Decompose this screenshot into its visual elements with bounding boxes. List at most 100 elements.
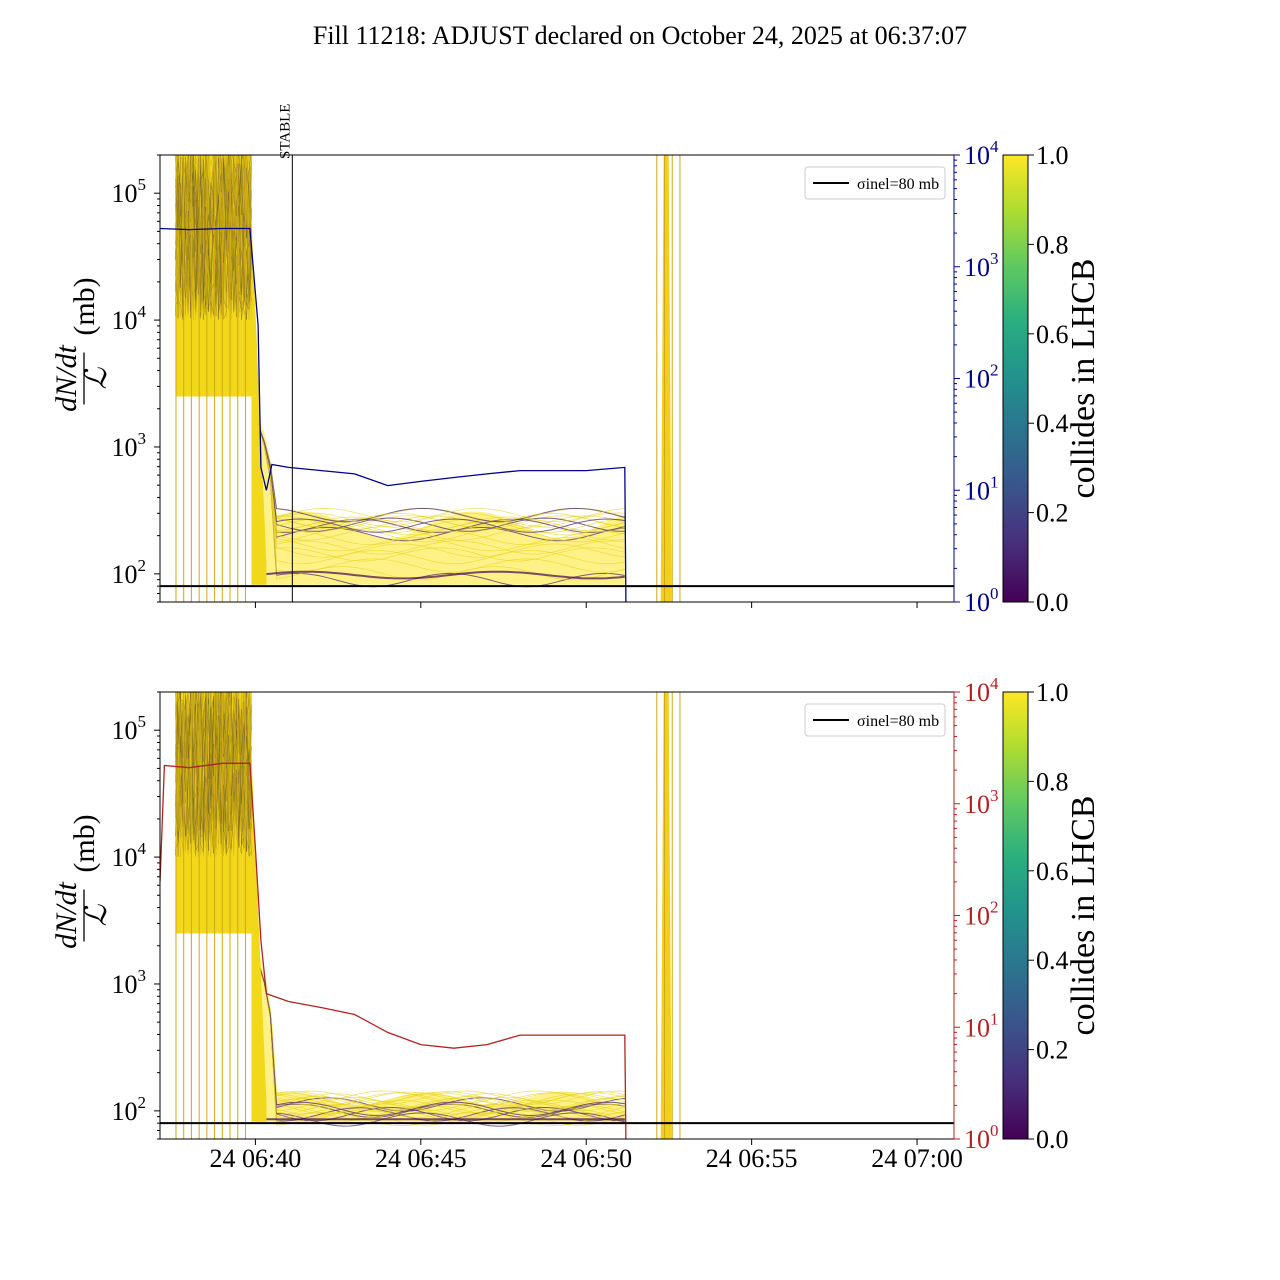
post-dump-spike bbox=[660, 692, 672, 1139]
bunch-trace bbox=[257, 424, 625, 562]
legend-box bbox=[804, 703, 946, 737]
stable-marker-label: STABLE bbox=[277, 104, 293, 159]
pre-adjust-trace bbox=[175, 692, 252, 857]
bunch-trace bbox=[257, 424, 625, 533]
pre-adjust-trace bbox=[175, 692, 252, 849]
right-tick-label: 100 bbox=[964, 584, 999, 617]
luminosity-series bbox=[160, 227, 627, 602]
bunch-rate-band bbox=[258, 414, 625, 585]
pre-adjust-trace bbox=[175, 692, 252, 856]
bunch-trace bbox=[257, 961, 625, 1107]
left-tick-label: 102 bbox=[112, 556, 147, 589]
plot-area bbox=[160, 692, 954, 1139]
plot-area bbox=[160, 155, 954, 602]
pre-adjust-trace bbox=[175, 155, 252, 317]
legend-entry: σinel=80 mb bbox=[857, 713, 939, 730]
x-tick-label: 24 06:50 bbox=[540, 1144, 632, 1173]
left-tick-label: 103 bbox=[112, 966, 147, 999]
x-tick-label: 24 06:55 bbox=[706, 1144, 798, 1173]
y-label-numerator: dN/dt bbox=[50, 881, 83, 948]
left-tick-label: 102 bbox=[112, 1093, 147, 1126]
colorbar-tick-label: 0.4 bbox=[1036, 409, 1069, 438]
bottom-panel: 102 103 104 105 100 101 102 103 104 24 06:40 24 06… bbox=[50, 674, 1102, 1173]
bunch-trace bbox=[257, 961, 625, 1105]
pre-adjust-trace bbox=[175, 155, 252, 321]
bunch-trace bbox=[257, 424, 625, 565]
bunch-trace bbox=[257, 961, 625, 1111]
bunch-trace bbox=[257, 961, 625, 1107]
bunch-trace bbox=[257, 961, 625, 1117]
non-colliding-trace bbox=[257, 570, 625, 580]
luminosity-series bbox=[160, 762, 627, 1139]
colorbar-tick-label: 0.4 bbox=[1036, 946, 1069, 975]
colorbar bbox=[1002, 154, 1029, 603]
bunch-trace bbox=[257, 424, 625, 532]
right-tick-label: 101 bbox=[964, 1009, 999, 1042]
right-tick-label: 103 bbox=[964, 786, 999, 819]
bunch-trace bbox=[257, 424, 625, 527]
y-label-unit: (mb) bbox=[68, 277, 101, 335]
colorbar-tick-label: 0.0 bbox=[1036, 588, 1069, 617]
bunch-trace bbox=[257, 424, 625, 523]
bunch-trace bbox=[257, 961, 625, 1115]
x-tick-label: 24 06:45 bbox=[375, 1144, 467, 1173]
pre-adjust-trace bbox=[175, 692, 252, 857]
axes-frame bbox=[159, 691, 955, 1140]
chart-title: Fill 11218: ADJUST declared on October 2… bbox=[313, 21, 967, 50]
bunch-trace bbox=[257, 424, 625, 527]
bunch-trace bbox=[257, 961, 625, 1106]
colorbar-tick-label: 0.2 bbox=[1036, 1036, 1069, 1065]
colorbar-tick-label: 0.6 bbox=[1036, 857, 1069, 886]
bunch-trace bbox=[257, 424, 625, 552]
left-tick-label: 105 bbox=[112, 712, 147, 745]
pre-adjust-trace bbox=[175, 155, 252, 320]
x-tick-label: 24 07:00 bbox=[871, 1144, 963, 1173]
colorbar-tick-label: 0.0 bbox=[1036, 1125, 1069, 1154]
bunch-trace bbox=[257, 424, 625, 522]
bunch-trace bbox=[257, 961, 625, 1106]
bunch-trace bbox=[257, 424, 625, 543]
colorbar-tick-label: 0.8 bbox=[1036, 230, 1069, 259]
bunch-trace bbox=[257, 424, 625, 533]
right-tick-label: 101 bbox=[964, 472, 999, 505]
bunch-trace bbox=[257, 961, 625, 1114]
right-tick-label: 103 bbox=[964, 249, 999, 282]
bunch-trace bbox=[257, 961, 625, 1105]
pre-adjust-trace bbox=[175, 692, 252, 853]
bunch-trace bbox=[257, 961, 625, 1108]
left-tick-label: 104 bbox=[112, 302, 147, 335]
bunch-trace bbox=[257, 424, 625, 558]
y-label-numerator: dN/dt bbox=[50, 344, 83, 411]
bunch-trace bbox=[257, 424, 625, 531]
post-dump-spike bbox=[660, 155, 672, 602]
colorbar bbox=[1002, 691, 1029, 1140]
pre-adjust-trace bbox=[175, 159, 252, 319]
right-tick-label: 100 bbox=[964, 1121, 999, 1154]
bunch-trace bbox=[257, 961, 625, 1113]
left-tick-label: 105 bbox=[112, 175, 147, 208]
y-axis-label: dN/dtℒ (mb) bbox=[50, 814, 113, 949]
bunch-trace bbox=[257, 424, 625, 530]
y-label-denominator: ℒ bbox=[80, 903, 113, 926]
x-tick-label: 24 06:40 bbox=[210, 1144, 302, 1173]
colorbar-label: collides in LHCB bbox=[1065, 796, 1102, 1036]
top-panel: STABLE 102 103 104 105 100 101 102 103 104 dN/dtℒ (… bbox=[50, 104, 1102, 617]
right-tick-label: 102 bbox=[964, 361, 999, 394]
right-tick-label: 104 bbox=[964, 137, 999, 170]
pre-adjust-trace bbox=[175, 155, 252, 309]
y-axis-label: dN/dtℒ (mb) bbox=[50, 277, 113, 412]
bunch-trace bbox=[257, 424, 625, 546]
bunch-trace bbox=[257, 424, 625, 588]
pre-adjust-trace bbox=[175, 155, 252, 320]
colorbar-tick-label: 1.0 bbox=[1036, 678, 1069, 707]
left-tick-label: 104 bbox=[112, 839, 147, 872]
ramp-down-band bbox=[251, 758, 267, 1122]
bunch-trace bbox=[257, 424, 625, 523]
bunch-trace bbox=[257, 961, 625, 1112]
y-label-unit: (mb) bbox=[68, 814, 101, 872]
legend-box bbox=[804, 166, 946, 200]
right-tick-label: 104 bbox=[964, 674, 999, 707]
bunch-trace bbox=[257, 424, 625, 541]
pre-adjust-trace bbox=[175, 155, 252, 304]
bunch-trace bbox=[257, 424, 625, 555]
